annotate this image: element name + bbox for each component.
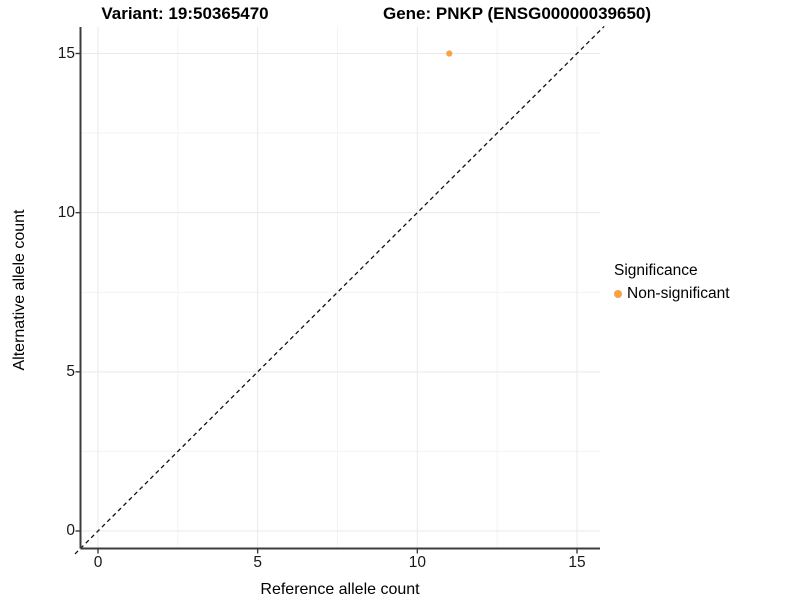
x-tick-label: 15	[568, 554, 586, 571]
x-tick-label: 10	[408, 554, 426, 571]
legend: Significance Non-significant	[614, 262, 730, 303]
y-tick-label: 5	[66, 362, 75, 380]
y-tick-label: 10	[57, 203, 75, 221]
x-tick-label: 0	[93, 554, 103, 571]
data-point	[446, 50, 453, 57]
variant-title: Variant: 19:50365470	[101, 4, 269, 23]
y-axis-title: Alternative allele count	[11, 209, 28, 371]
legend-item-label: Non-significant	[627, 285, 730, 302]
x-tick-label: 5	[253, 554, 262, 571]
legend-point-icon	[614, 290, 622, 298]
y-tick-label: 0	[66, 522, 75, 539]
x-axis-title: Reference allele count	[260, 581, 420, 598]
gene-title: Gene: PNKP (ENSG00000039650)	[382, 4, 652, 23]
legend-title: Significance	[614, 262, 698, 279]
y-tick-label: 15	[57, 44, 75, 62]
legend-item: Non-significant	[614, 285, 730, 303]
identity-reference-line	[74, 25, 605, 555]
